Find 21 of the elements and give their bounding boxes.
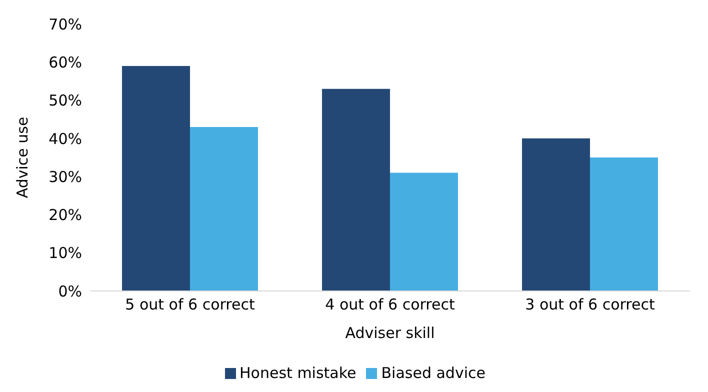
- bar: [590, 158, 658, 291]
- y-tick-label: 50%: [48, 92, 82, 110]
- bar: [190, 126, 258, 291]
- y-tick-label: 20%: [48, 206, 82, 224]
- bar: [390, 172, 458, 291]
- legend-label: Honest mistake: [240, 364, 356, 382]
- bar: [522, 138, 590, 291]
- legend-label: Biased advice: [381, 364, 486, 382]
- x-tick-label: 5 out of 6 correct: [125, 296, 255, 314]
- bar: [322, 88, 390, 291]
- bar: [122, 66, 190, 291]
- y-tick-label: 10%: [48, 244, 82, 262]
- y-tick-label: 30%: [48, 168, 82, 186]
- y-tick-label: 70%: [48, 15, 82, 34]
- y-axis-title: Advice use: [13, 116, 32, 198]
- x-axis-title: Adviser skill: [345, 324, 435, 342]
- y-tick-label: 0%: [58, 282, 82, 300]
- x-tick-label: 3 out of 6 correct: [525, 296, 655, 314]
- x-tick-label: 4 out of 6 correct: [325, 296, 455, 314]
- y-tick-label: 60%: [48, 53, 82, 72]
- y-tick-label: 40%: [48, 130, 82, 148]
